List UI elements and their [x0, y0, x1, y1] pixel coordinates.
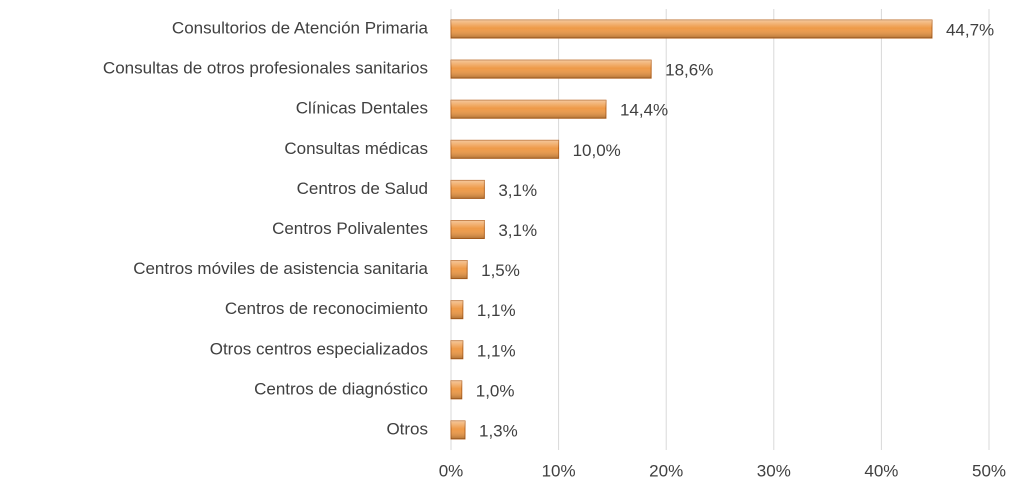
- x-tick-label: 50%: [972, 461, 1006, 480]
- value-label: 18,6%: [665, 61, 713, 80]
- value-label: 44,7%: [946, 21, 994, 40]
- value-label: 3,1%: [498, 221, 537, 240]
- value-label: 1,1%: [477, 301, 516, 320]
- x-tick-label: 30%: [757, 461, 791, 480]
- bar-shine: [451, 420, 465, 439]
- bar-shine: [451, 100, 606, 119]
- bar-shine: [451, 180, 485, 199]
- y-tick-label: Consultas médicas: [284, 139, 428, 158]
- bar-shine: [451, 300, 463, 319]
- value-label: 14,4%: [620, 101, 668, 120]
- y-tick-label: Centros móviles de asistencia sanitaria: [133, 259, 428, 278]
- bar-shine: [451, 340, 463, 359]
- y-tick-label: Centros de diagnóstico: [254, 379, 428, 398]
- value-label: 1,3%: [479, 421, 518, 440]
- y-tick-label: Centros Polivalentes: [272, 219, 428, 238]
- x-tick-label: 40%: [864, 461, 898, 480]
- y-tick-label: Centros de Salud: [297, 179, 428, 198]
- y-tick-label: Otros: [386, 419, 428, 438]
- y-tick-label: Clínicas Dentales: [296, 99, 428, 118]
- x-tick-label: 20%: [649, 461, 683, 480]
- value-label: 1,1%: [477, 341, 516, 360]
- bar-shine: [451, 380, 462, 399]
- value-label: 3,1%: [498, 181, 537, 200]
- bar-shine: [451, 20, 932, 39]
- y-tick-label: Otros centros especializados: [210, 339, 428, 358]
- bar-shine: [451, 220, 485, 239]
- y-tick-label: Consultorios de Atención Primaria: [172, 19, 429, 38]
- x-tick-label: 0%: [439, 461, 464, 480]
- value-label: 1,0%: [476, 381, 515, 400]
- value-label: 10,0%: [573, 141, 621, 160]
- value-label: 1,5%: [481, 261, 520, 280]
- y-tick-label: Consultas de otros profesionales sanitar…: [103, 59, 428, 78]
- bar-shine: [451, 60, 652, 79]
- bar-shine: [451, 140, 559, 159]
- y-tick-label: Centros de reconocimiento: [225, 299, 428, 318]
- bar-shine: [451, 260, 468, 279]
- x-tick-label: 10%: [542, 461, 576, 480]
